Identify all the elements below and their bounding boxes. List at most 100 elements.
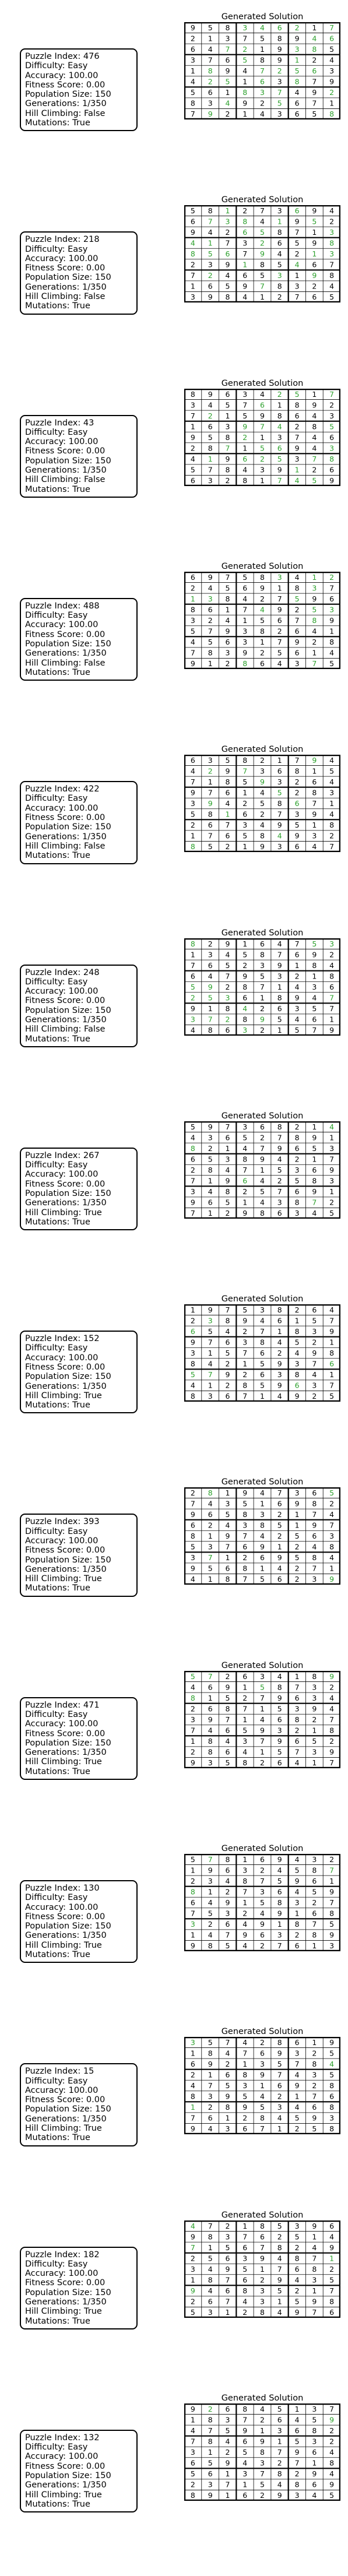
- sudoku-grid-svg: 3 5 7 4 2 8 6 1 9 1 8 4 7 6 9 3 2 5 6 9 2 1 3 5 7 8 4 2 1 6 8 9 7 4 3 5 4 7 5 3…: [184, 2037, 340, 2135]
- given-digit: 8: [329, 972, 334, 980]
- given-digit: 1: [277, 1327, 282, 1336]
- puzzle-index-line: Puzzle Index: 488: [25, 601, 100, 611]
- given-digit: 8: [225, 2103, 230, 2112]
- filled-digit: 6: [242, 228, 247, 237]
- given-digit: 3: [312, 1694, 317, 1702]
- grid-title: Generated Solution: [221, 1111, 304, 1121]
- given-digit: 5: [312, 1737, 317, 1746]
- given-digit: 7: [225, 821, 230, 829]
- given-digit: 6: [277, 1715, 282, 1724]
- given-digit: 4: [295, 1758, 300, 1767]
- sudoku-grid-svg: 8 2 9 1 6 4 7 5 31 3 4 5 8 7 6 9 27 6 5 2 3 9 1 8 46 4 7 9 5 3 2 1 85 9 2 8…: [184, 938, 340, 1036]
- given-digit: 5: [208, 1155, 213, 1163]
- given-digit: 1: [260, 1392, 265, 1400]
- given-digit: 5: [329, 2275, 334, 2284]
- difficulty-line: Difficulty: Easy: [25, 2259, 88, 2269]
- given-digit: 8: [208, 649, 213, 657]
- given-digit: 9: [225, 1898, 230, 1907]
- given-digit: 6: [260, 1122, 265, 1131]
- given-digit: 1: [260, 1166, 265, 1174]
- given-digit: 5: [225, 2243, 230, 2251]
- given-digit: 7: [225, 573, 230, 582]
- given-digit: 8: [242, 2405, 247, 2413]
- given-digit: 1: [295, 1316, 300, 1325]
- given-digit: 7: [329, 1316, 334, 1325]
- given-digit: 9: [329, 476, 334, 485]
- given-digit: 6: [191, 756, 195, 765]
- filled-digit: 9: [208, 110, 213, 118]
- mutations-line: Mutations: True: [25, 851, 90, 861]
- given-digit: 2: [242, 960, 247, 969]
- given-digit: 7: [260, 983, 265, 991]
- given-digit: 7: [295, 939, 300, 948]
- given-digit: 2: [260, 99, 265, 108]
- given-digit: 2: [260, 1004, 265, 1013]
- given-digit: 4: [312, 2243, 317, 2251]
- given-digit: 7: [225, 2480, 230, 2489]
- generations-line: Generations: 1/350: [25, 1931, 107, 1941]
- population-size-line: Population Size: 150: [25, 1372, 111, 1382]
- given-digit: 6: [191, 1898, 195, 1907]
- given-digit: 2: [242, 1909, 247, 1918]
- filled-digit: 1: [295, 465, 300, 474]
- given-digit: 3: [208, 99, 213, 108]
- filled-digit: 8: [329, 239, 334, 248]
- given-digit: 1: [329, 1877, 334, 1885]
- given-digit: 7: [295, 2060, 300, 2068]
- filled-digit: 8: [191, 249, 195, 258]
- given-digit: 1: [312, 2232, 317, 2241]
- given-digit: 4: [191, 638, 195, 646]
- given-digit: 3: [312, 2071, 317, 2079]
- given-digit: 7: [312, 99, 317, 108]
- given-digit: 4: [225, 799, 230, 808]
- given-digit: 4: [329, 2469, 334, 2478]
- puzzle-panel: Puzzle Index: 132 Difficulty: Easy Accurac…: [0, 2393, 348, 2576]
- hill-climbing-line: Hill Climbing: False: [25, 292, 106, 302]
- given-digit: 3: [225, 422, 230, 431]
- given-digit: 2: [191, 1488, 195, 1497]
- given-digit: 8: [295, 1198, 300, 1206]
- given-digit: 1: [191, 950, 195, 959]
- given-digit: 9: [312, 2297, 317, 2306]
- given-digit: 5: [277, 2405, 282, 2413]
- given-digit: 6: [277, 1500, 282, 1508]
- given-digit: 4: [277, 939, 282, 948]
- given-digit: 3: [208, 950, 213, 959]
- given-digit: 9: [242, 2103, 247, 2112]
- given-digit: 4: [260, 389, 265, 398]
- given-digit: 7: [242, 1704, 247, 1713]
- given-digit: 8: [208, 2415, 213, 2424]
- given-digit: 4: [277, 249, 282, 258]
- given-digit: 6: [242, 583, 247, 592]
- given-digit: 1: [312, 1726, 317, 1734]
- given-digit: 2: [242, 1554, 247, 1563]
- given-digit: 5: [277, 649, 282, 657]
- given-digit: 9: [242, 1488, 247, 1497]
- given-digit: 7: [191, 649, 195, 657]
- given-digit: 9: [260, 2071, 265, 2079]
- given-digit: 6: [208, 2114, 213, 2123]
- given-digit: 9: [225, 455, 230, 463]
- given-digit: 7: [277, 1941, 282, 1950]
- given-digit: 8: [329, 271, 334, 280]
- given-digit: 1: [242, 78, 247, 86]
- given-digit: 6: [277, 2081, 282, 2090]
- accuracy-line: Accuracy: 100.00: [25, 2085, 99, 2095]
- given-digit: 5: [312, 1887, 317, 1896]
- accuracy-line: Accuracy: 100.00: [25, 1902, 99, 1912]
- given-digit: 2: [295, 1122, 300, 1131]
- given-digit: 7: [277, 1133, 282, 1142]
- given-digit: 8: [225, 433, 230, 442]
- given-digit: 1: [225, 605, 230, 614]
- filled-digit: 2: [242, 433, 247, 442]
- generations-line: Generations: 1/350: [25, 1564, 107, 1574]
- given-digit: 2: [208, 1144, 213, 1153]
- given-digit: 6: [295, 99, 300, 108]
- filled-digit: 6: [329, 1360, 334, 1368]
- given-digit: 4: [260, 1909, 265, 1918]
- given-digit: 4: [260, 821, 265, 829]
- given-digit: 4: [208, 1898, 213, 1907]
- given-digit: 5: [260, 1381, 265, 1390]
- given-digit: 6: [260, 1370, 265, 1379]
- given-digit: 3: [208, 261, 213, 269]
